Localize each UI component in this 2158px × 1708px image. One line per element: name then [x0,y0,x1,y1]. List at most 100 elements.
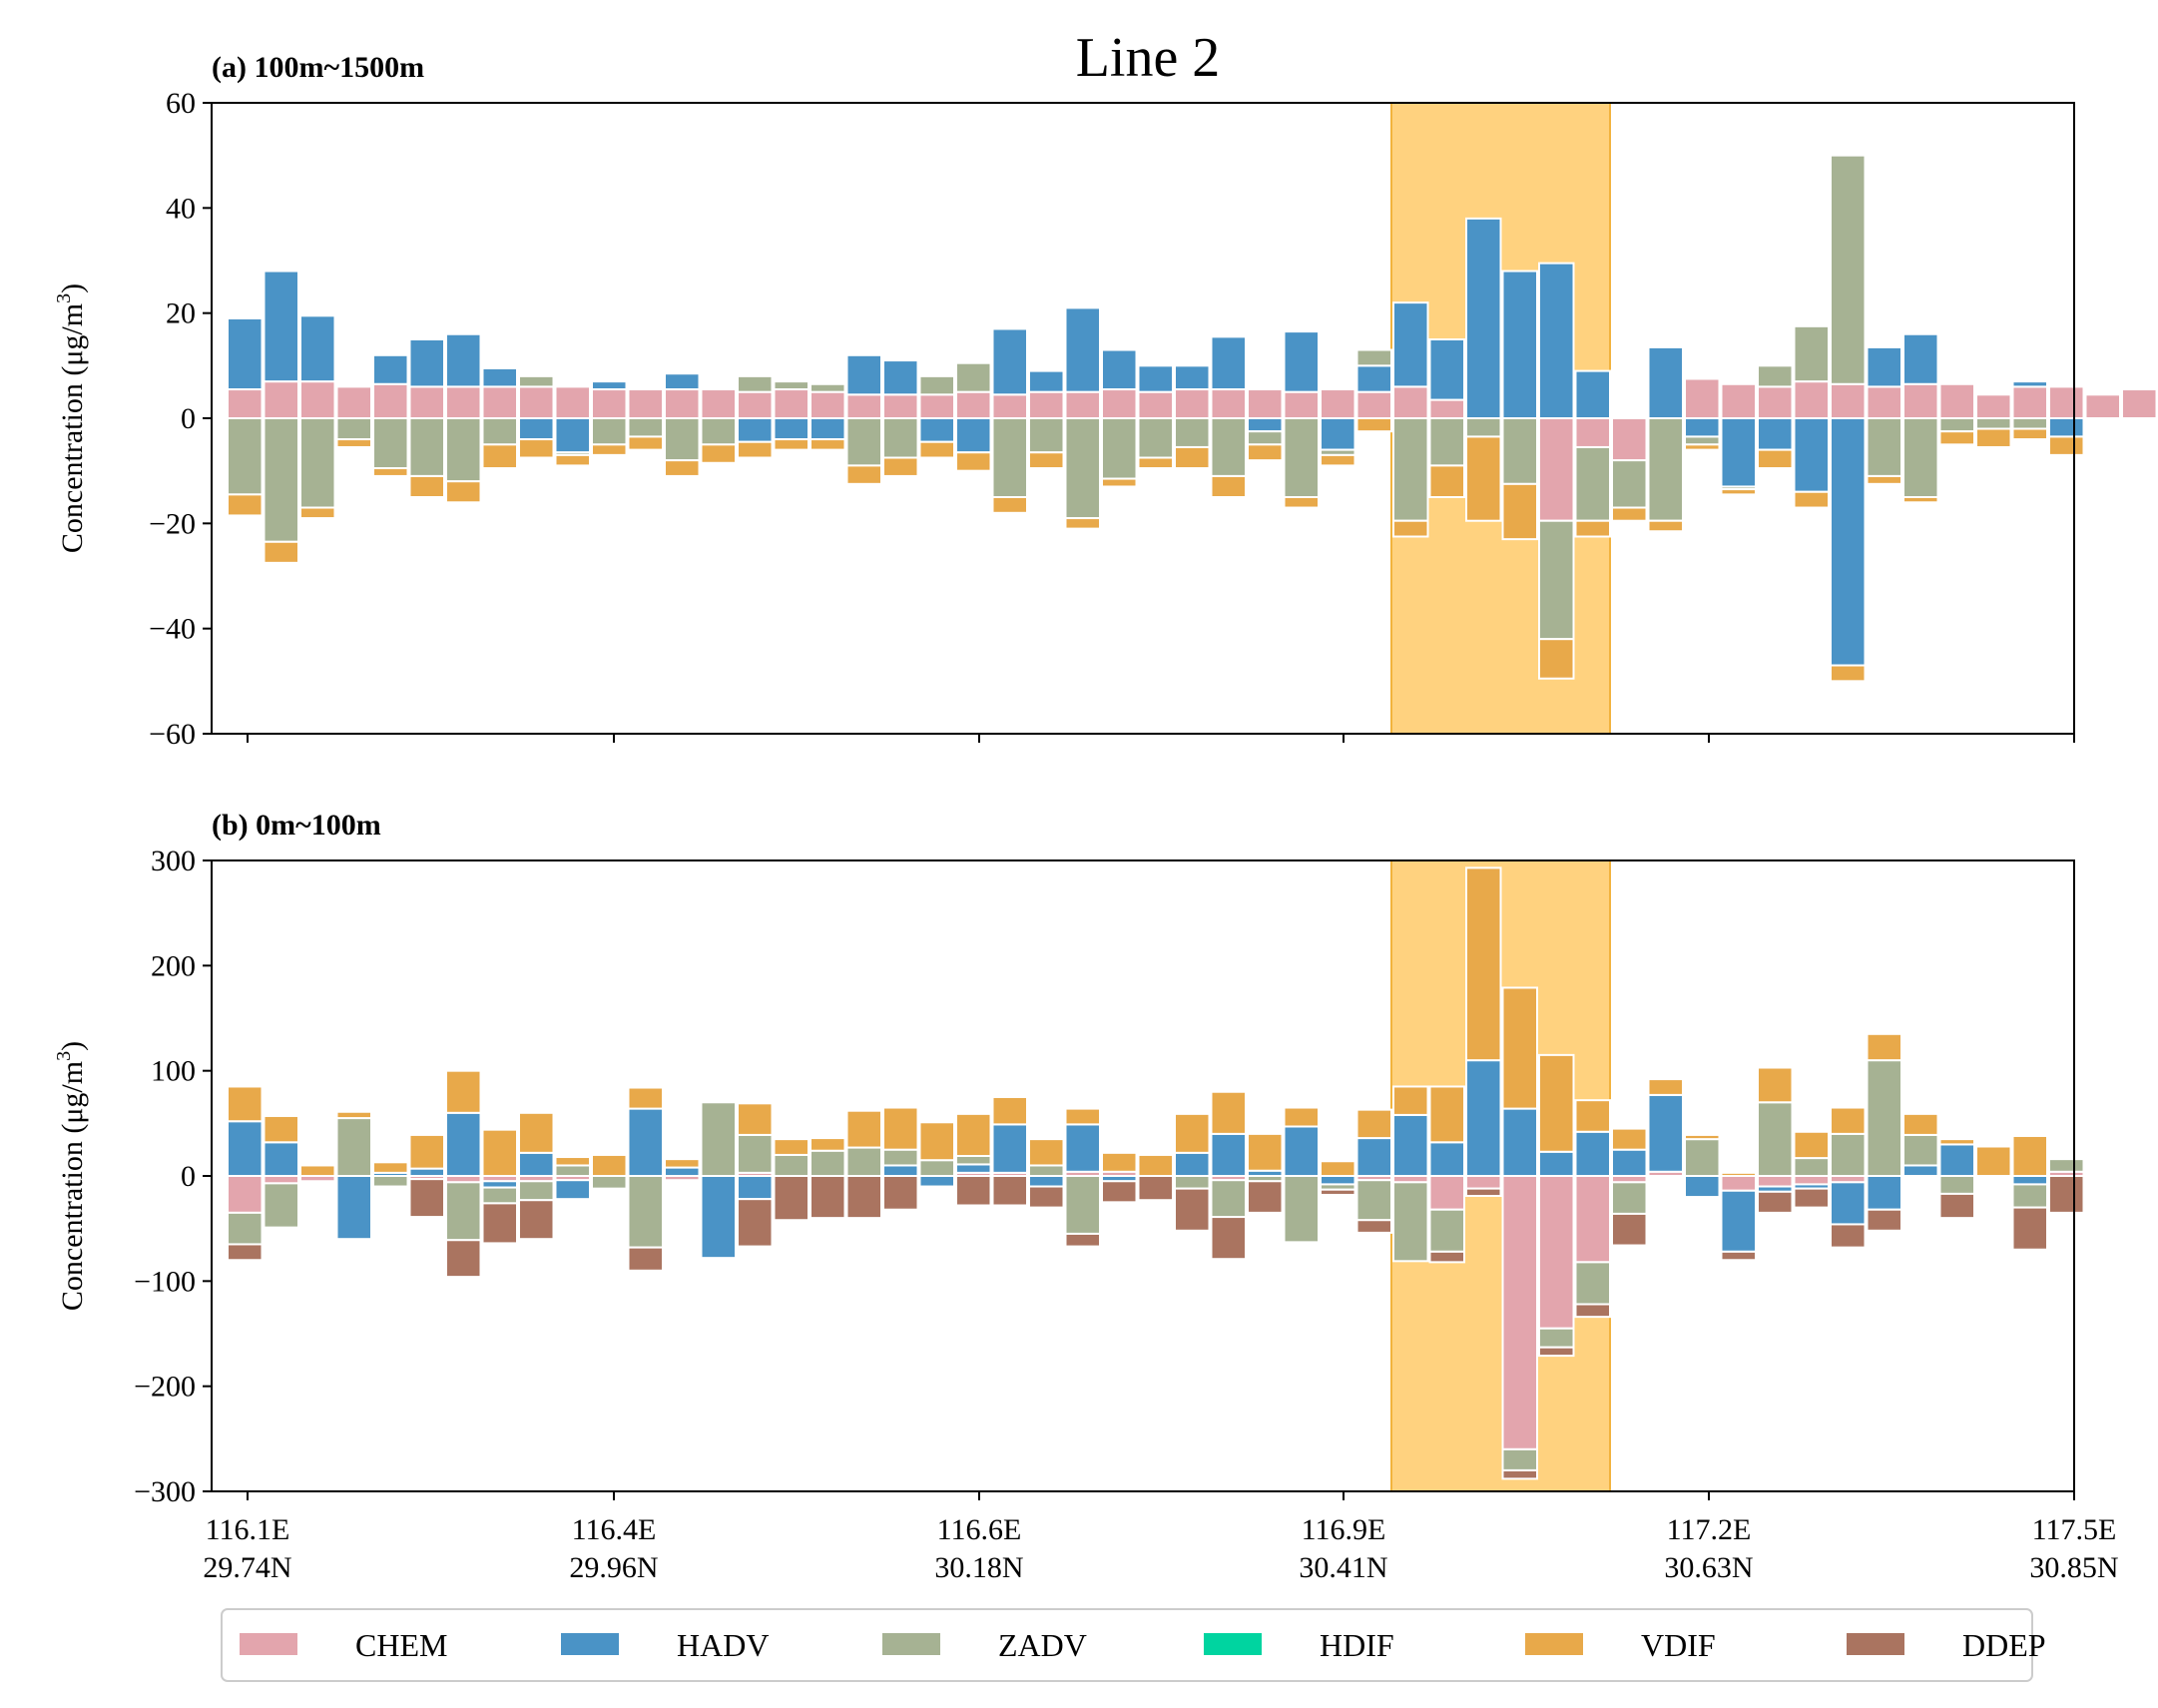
bar-ddep [1720,1250,1757,1262]
y-tick-label: −60 [149,718,196,751]
bar-ddep [955,1175,992,1207]
bar-hadv [1866,345,1902,388]
bar-hadv [1465,1059,1502,1177]
bar-hadv [1647,1093,1684,1173]
bar-vdif [737,1102,774,1136]
bar-zadv [227,417,264,496]
bar-chem [1538,417,1575,522]
bar-vdif [918,1121,955,1162]
bar-zadv [1830,1132,1867,1178]
bar-chem [263,380,299,419]
bar-chem [1574,1175,1611,1264]
bar-vdif [1757,448,1794,470]
bar-vdif [1247,1132,1284,1172]
bar-vdif [1720,1171,1757,1177]
legend-label-vdif: VDIF [1641,1627,1716,1663]
bar-chem [1320,388,1356,419]
bar-hadv [1793,417,1830,493]
bar-hadv [1101,348,1138,391]
bar-hadv [2048,417,2085,438]
y-tick-label: 40 [166,192,196,225]
y-axis-title-text: Concentration (μg/m [56,1061,89,1311]
bar-chem [299,380,336,419]
bar-ddep [1465,1187,1502,1198]
bar-zadv [1975,417,2012,430]
bar-chem [1757,385,1794,419]
bar-zadv [737,1133,774,1174]
bar-zadv [773,1153,809,1178]
bar-hadv [700,1175,737,1260]
bar-vdif [1210,474,1247,498]
y-tick-label: 20 [166,297,196,330]
bar-zadv [845,417,882,467]
bar-zadv [627,417,664,438]
bar-chem [227,1175,264,1214]
bar-ddep [481,1202,518,1245]
bar-vdif [1283,1106,1320,1128]
bar-vdif [263,540,299,564]
bar-vdif [773,438,809,451]
bar-vdif [1538,1053,1575,1153]
bar-zadv [554,1164,591,1178]
bar-vdif [299,1164,336,1178]
legend-label-ddep: DDEP [1962,1627,2046,1663]
legend-label-chem: CHEM [355,1627,447,1663]
bar-zadv [1137,417,1174,459]
bar-zadv [1210,1179,1247,1219]
bar-hadv [1538,1150,1575,1177]
bar-hadv [1501,270,1538,419]
bar-hadv [445,1111,482,1178]
bar-hadv [1538,262,1575,419]
bar-chem [664,388,701,419]
bar-zadv [1793,324,1830,383]
bar-hadv [408,1167,445,1178]
bar-vdif [1793,490,1830,509]
bar-hadv [1210,335,1247,391]
bar-chem [591,388,628,419]
bar-vdif [1320,1160,1356,1177]
bar-hadv [1392,1113,1429,1177]
y-tick-label: −100 [134,1265,196,1298]
bar-zadv [1830,154,1867,385]
legend-swatch-hdif [1204,1633,1262,1655]
x-tick-label-lat: 29.96N [569,1551,658,1584]
bar-vdif [664,459,701,477]
bar-hadv [955,1163,992,1174]
bar-hadv [918,417,955,443]
bar-zadv [445,417,482,483]
bar-chem [627,388,664,419]
bar-vdif [335,438,372,448]
bar-zadv [372,417,409,470]
bar-vdif [481,1128,518,1177]
bar-vdif [1137,456,1174,470]
bar-ddep [773,1175,809,1222]
bar-chem [1866,385,1902,419]
bar-vdif [299,506,336,520]
bar-hadv [1247,417,1284,433]
bar-vdif [445,1069,482,1114]
bar-ddep [1830,1223,1867,1249]
bar-zadv [2011,417,2048,430]
bar-vdif [1101,477,1138,488]
bar-chem [1902,382,1939,419]
y-tick-label: −40 [149,613,196,646]
x-tick-label-lat: 30.63N [1664,1551,1753,1584]
bar-zadv [1028,1164,1065,1178]
bar-vdif [554,453,591,467]
x-tick-label-lon: 116.1E [206,1513,290,1546]
bar-zadv [518,374,555,388]
y-tick-label: 60 [166,87,196,120]
bar-zadv [809,382,846,393]
bar-zadv [955,361,992,393]
bar-chem [1538,1175,1575,1330]
bar-vdif [991,1096,1028,1126]
bar-zadv [1392,1181,1429,1263]
bar-vdif [481,443,518,470]
bar-ddep [1938,1192,1975,1220]
bar-zadv [335,417,372,441]
bar-zadv [1574,1261,1611,1306]
bar-vdif [1028,451,1065,470]
bar-vdif [882,456,919,477]
bar-hadv [1830,417,1867,667]
